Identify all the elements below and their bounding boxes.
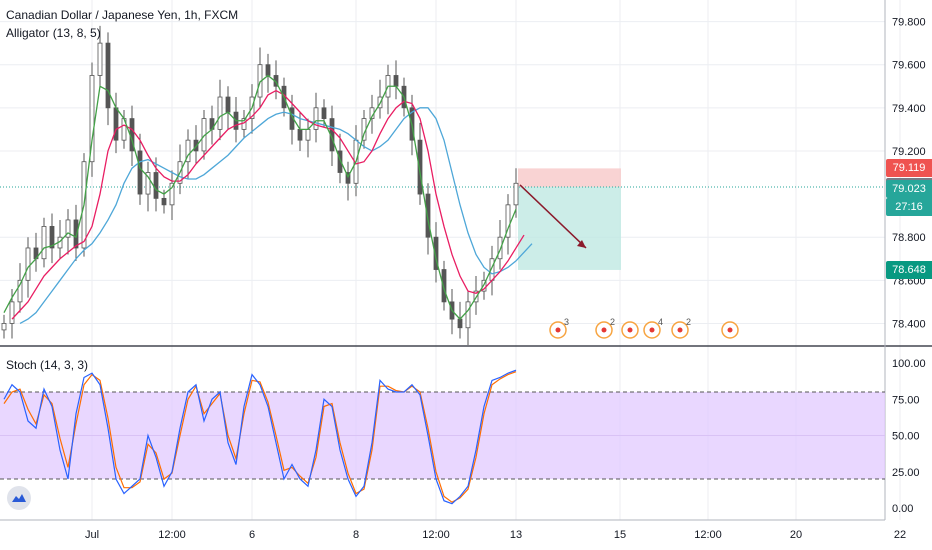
price-badge: 79.023: [886, 180, 932, 199]
alligator-lips-line: [3, 74, 517, 321]
candle-body: [217, 96, 223, 130]
candle-body: [465, 301, 471, 329]
time-tick-label: 12:00: [158, 529, 186, 541]
candle-body: [73, 219, 79, 249]
candle-body: [25, 247, 31, 281]
time-tick-label: 20: [790, 529, 802, 541]
candle-body: [161, 197, 167, 206]
candle-body: [505, 204, 511, 238]
candle-body: [17, 279, 23, 303]
alligator-teeth-line: [11, 89, 525, 320]
price-tick-label: 78.800: [892, 232, 926, 244]
price-badge: 79.119: [886, 159, 932, 178]
stoch-tick-label: 75.00: [892, 394, 920, 406]
event-marker-dot: [677, 327, 683, 333]
stoch-legend: Stoch (14, 3, 3): [6, 358, 89, 372]
time-tick-label: 22: [894, 529, 906, 541]
event-marker[interactable]: [621, 321, 639, 339]
candle-body: [1, 323, 7, 331]
candle-body: [41, 226, 47, 260]
candle-body: [9, 301, 15, 324]
event-marker-count: 2: [686, 317, 691, 327]
candle-body: [169, 182, 175, 206]
event-marker-count: 4: [658, 317, 663, 327]
candle-body: [97, 42, 103, 76]
arrow-head: [577, 239, 586, 248]
candle-body: [225, 96, 231, 113]
stoch-tick-label: 0.00: [892, 503, 913, 515]
trade-arrow[interactable]: [519, 184, 587, 249]
time-tick-label: Jul: [85, 529, 99, 541]
time-tick-label: 15: [614, 529, 626, 541]
time-tick-label: 6: [249, 529, 255, 541]
candle-body: [65, 219, 71, 238]
candlestick-series: [1, 25, 519, 345]
stoch-tick-label: 25.00: [892, 467, 920, 479]
candle-body: [113, 107, 119, 141]
event-marker-dot: [601, 327, 607, 333]
stop-loss-zone: [518, 168, 621, 187]
time-tick-label: 13: [510, 529, 522, 541]
event-marker[interactable]: [721, 321, 739, 339]
event-marker-count: 2: [610, 317, 615, 327]
candle-body: [137, 150, 143, 195]
event-marker-dot: [627, 327, 633, 333]
stochastic-pane: [0, 369, 885, 505]
alligator-legend: Alligator (13, 8, 5): [6, 26, 101, 40]
event-marker-dot: [649, 327, 655, 333]
candle-body: [297, 128, 303, 141]
stoch-tick-label: 100.00: [892, 358, 926, 370]
candle-body: [105, 42, 111, 109]
event-marker[interactable]: 4: [643, 317, 663, 339]
price-badge: 27:16: [886, 198, 932, 216]
candle-body: [313, 107, 319, 130]
price-tick-label: 78.400: [892, 318, 926, 330]
event-marker[interactable]: 2: [595, 317, 615, 339]
tradingview-logo-icon[interactable]: [7, 486, 31, 510]
candle-body: [497, 236, 503, 260]
candle-body: [265, 64, 271, 76]
price-badge: 78.648: [886, 260, 932, 279]
candle-body: [433, 236, 439, 270]
candle-body: [185, 139, 191, 163]
alligator-lines: [3, 74, 533, 325]
event-marker[interactable]: 3: [549, 317, 569, 339]
candle-body: [305, 128, 311, 141]
time-tick-label: 8: [353, 529, 359, 541]
stoch-tick-label: 50.00: [892, 431, 920, 443]
candle-body: [441, 269, 447, 303]
stoch-d-line: [3, 371, 517, 503]
candle-body: [513, 182, 519, 206]
event-marker-dot: [727, 327, 733, 333]
candle-body: [393, 75, 399, 87]
time-tick-label: 12:00: [422, 529, 450, 541]
candle-body: [337, 150, 343, 173]
chart-axes: 79.80079.60079.40079.20078.80078.60078.4…: [85, 17, 926, 541]
time-tick-label: 12:00: [694, 529, 722, 541]
price-tick-label: 79.400: [892, 103, 926, 115]
price-tick-label: 79.200: [892, 146, 926, 158]
event-markers[interactable]: 3 2 4 2: [549, 317, 739, 339]
event-marker-dot: [555, 327, 561, 333]
candle-body: [417, 139, 423, 195]
price-tick-label: 79.600: [892, 60, 926, 72]
candle-body: [457, 318, 463, 329]
alligator-jaw-line: [19, 107, 533, 325]
candle-body: [49, 226, 55, 249]
candle-body: [153, 172, 159, 199]
event-marker-count: 3: [564, 317, 569, 327]
candle-body: [89, 75, 95, 163]
candle-body: [145, 172, 151, 195]
price-tick-label: 79.800: [892, 17, 926, 29]
stoch-k-line: [3, 369, 517, 505]
chart-title: Canadian Dollar / Japanese Yen, 1h, FXCM: [6, 8, 239, 22]
candle-body: [425, 193, 431, 238]
take-profit-zone: [518, 186, 621, 270]
candle-body: [321, 107, 327, 119]
arrow-line: [519, 184, 587, 249]
event-marker[interactable]: 2: [671, 317, 691, 339]
